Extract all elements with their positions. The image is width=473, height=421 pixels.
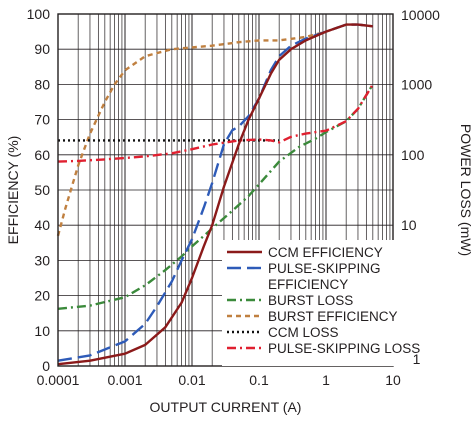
series-line-burst-loss — [57, 83, 374, 310]
series-line-pulse-skipping-efficiency — [57, 23, 373, 362]
y-left-tick-label: 100 — [27, 6, 51, 22]
legend-label: PULSE-SKIPPING LOSS — [268, 341, 420, 356]
legend-label: CCM EFFICIENCY — [268, 245, 383, 260]
x-tick-label: 1 — [322, 372, 330, 388]
series-line-ccm-efficiency — [57, 23, 373, 366]
x-axis-label: OUTPUT CURRENT (A) — [150, 399, 302, 415]
y-right-axis-label: POWER LOSS (mW) — [458, 124, 473, 256]
x-tick-label: 10 — [385, 372, 401, 388]
y-left-tick-label: 20 — [34, 288, 50, 304]
y-left-tick-label: 60 — [34, 147, 50, 163]
legend-label: BURST EFFICIENCY — [268, 309, 398, 324]
y-left-tick-label: 0 — [42, 358, 50, 374]
y-left-tick-label: 30 — [34, 252, 50, 268]
legend-label: CCM LOSS — [268, 325, 339, 340]
legend-label: EFFICIENCY — [268, 277, 348, 292]
x-tick-label: 0.0001 — [37, 372, 80, 388]
legend-background — [222, 240, 412, 366]
x-tick-labels: 0.0001 0.001 0.01 0.1 1 10 — [37, 372, 401, 388]
x-tick-label: 0.001 — [107, 372, 142, 388]
y-left-axis-label: EFFICIENCY (%) — [5, 136, 21, 245]
y-left-tick-label: 50 — [34, 182, 50, 198]
series-group — [56, 23, 374, 366]
y-right-tick-label: 1000 — [401, 76, 432, 92]
x-tick-label: 0.1 — [249, 372, 269, 388]
legend: CCM EFFICIENCYPULSE-SKIPPINGEFFICIENCYBU… — [222, 240, 420, 366]
series-line-pulse-skipping-loss — [57, 83, 374, 163]
legend-label: PULSE-SKIPPING — [268, 261, 381, 276]
y-right-tick-label: 10000 — [401, 7, 440, 23]
y-right-tick-label: 100 — [401, 147, 425, 163]
y-left-tick-label: 40 — [34, 217, 50, 233]
y-left-tick-label: 10 — [34, 323, 50, 339]
y-left-tick-label: 80 — [34, 76, 50, 92]
x-tick-label: 0.01 — [178, 372, 205, 388]
y-left-tick-label: 70 — [34, 112, 50, 128]
legend-label: BURST LOSS — [268, 293, 353, 308]
y-left-tick-labels: 0 10 20 30 40 50 60 70 80 90 100 — [27, 6, 51, 374]
y-left-tick-label: 90 — [34, 41, 50, 57]
y-right-tick-label: 10 — [401, 217, 417, 233]
